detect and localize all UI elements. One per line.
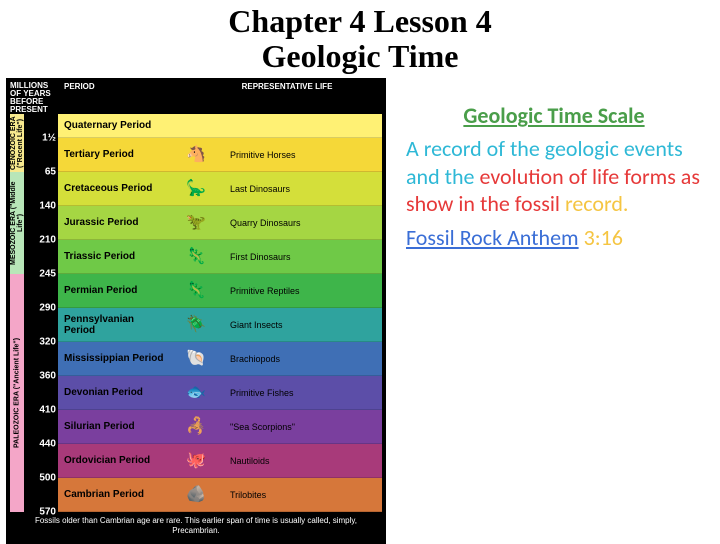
life-icon: 🦎 — [166, 249, 226, 265]
slide-title: Chapter 4 Lesson 4 Geologic Time — [0, 0, 720, 74]
life-name: Primitive Reptiles — [226, 286, 382, 296]
fossil-rock-link[interactable]: Fossil Rock Anthem — [406, 224, 579, 251]
period-row: Jurassic Period🦖Quarry Dinosaurs — [58, 206, 382, 240]
life-icon: 🐴 — [166, 147, 226, 163]
period-name: Mississippian Period — [58, 353, 166, 364]
life-name: Trilobites — [226, 490, 382, 500]
era-label: PALEOZOIC ERA ("Ancient Life") — [10, 274, 24, 512]
life-name: Nautiloids — [226, 456, 382, 466]
year-mark: 360 — [39, 371, 56, 382]
era-label: CENOZOIC ERA ("Recent Life") — [10, 114, 24, 172]
life-icon: 🦕 — [166, 181, 226, 197]
life-icon: 🦖 — [166, 215, 226, 231]
header-rep: REPRESENTATIVE LIFE — [192, 82, 382, 114]
period-name: Cretaceous Period — [58, 183, 166, 194]
period-row: Quaternary Period — [58, 114, 382, 138]
year-mark: 320 — [39, 337, 56, 348]
year-mark: 290 — [39, 303, 56, 314]
year-mark: 570 — [39, 507, 56, 518]
period-name: Tertiary Period — [58, 149, 166, 160]
life-icon: 🪨 — [166, 487, 226, 503]
life-name: Quarry Dinosaurs — [226, 218, 382, 228]
year-mark: 65 — [45, 167, 56, 178]
year-mark: 500 — [39, 473, 56, 484]
period-row: Mississippian Period🐚Brachiopods — [58, 342, 382, 376]
life-name: First Dinosaurs — [226, 252, 382, 262]
timestamp: 3:16 — [579, 224, 623, 251]
period-name: Silurian Period — [58, 421, 166, 432]
life-icon: 🪲 — [166, 317, 226, 333]
life-name: "Sea Scorpions" — [226, 422, 382, 432]
header-years: MILLIONS OF YEARS BEFORE PRESENT — [10, 82, 58, 114]
geologic-chart: MILLIONS OF YEARS BEFORE PRESENT PERIOD … — [6, 78, 386, 543]
year-mark: 210 — [39, 235, 56, 246]
life-name: Giant Insects — [226, 320, 382, 330]
period-row: Cretaceous Period🦕Last Dinosaurs — [58, 172, 382, 206]
year-mark: 140 — [39, 201, 56, 212]
life-name: Primitive Fishes — [226, 388, 382, 398]
title-line2: Geologic Time — [0, 39, 720, 74]
chart-footer: Fossils older than Cambrian age are rare… — [10, 512, 382, 539]
period-row: Cambrian Period🪨Trilobites — [58, 478, 382, 512]
year-mark: 1½ — [42, 133, 56, 144]
year-mark: 245 — [39, 269, 56, 280]
years-column: 1½65140210245290320360410440500570 — [24, 114, 58, 512]
period-row: Triassic Period🦎First Dinosaurs — [58, 240, 382, 274]
body-text: A record of the geologic events and the … — [406, 135, 702, 218]
period-name: Permian Period — [58, 285, 166, 296]
life-icon: 🐟 — [166, 385, 226, 401]
title-line1: Chapter 4 Lesson 4 — [0, 4, 720, 39]
life-icon: 🐙 — [166, 453, 226, 469]
period-row: Devonian Period🐟Primitive Fishes — [58, 376, 382, 410]
year-mark: 440 — [39, 439, 56, 450]
period-name: Triassic Period — [58, 251, 166, 262]
link-line: Fossil Rock Anthem 3:16 — [406, 224, 702, 252]
life-name: Brachiopods — [226, 354, 382, 364]
life-icon: 🦎 — [166, 283, 226, 299]
period-name: Quaternary Period — [58, 120, 166, 131]
period-row: Silurian Period🦂"Sea Scorpions" — [58, 410, 382, 444]
chart-header: MILLIONS OF YEARS BEFORE PRESENT PERIOD … — [10, 82, 382, 114]
definition-part3: record. — [565, 190, 629, 217]
era-label: MESOZOIC ERA ("Middle Life") — [10, 172, 24, 274]
period-row: Permian Period🦎Primitive Reptiles — [58, 274, 382, 308]
period-name: Pennsylvanian Period — [58, 314, 166, 336]
section-heading: Geologic Time Scale — [406, 102, 702, 129]
period-name: Jurassic Period — [58, 217, 166, 228]
content-row: MILLIONS OF YEARS BEFORE PRESENT PERIOD … — [0, 78, 720, 543]
period-row: Ordovician Period🐙Nautiloids — [58, 444, 382, 478]
period-name: Devonian Period — [58, 387, 166, 398]
period-name: Cambrian Period — [58, 489, 166, 500]
periods-column: Quaternary PeriodTertiary Period🐴Primiti… — [58, 114, 382, 512]
era-column: CENOZOIC ERA ("Recent Life")MESOZOIC ERA… — [10, 114, 24, 512]
life-icon: 🐚 — [166, 351, 226, 367]
period-row: Tertiary Period🐴Primitive Horses — [58, 138, 382, 172]
period-name: Ordovician Period — [58, 455, 166, 466]
chart-body: CENOZOIC ERA ("Recent Life")MESOZOIC ERA… — [10, 114, 382, 512]
year-mark: 410 — [39, 405, 56, 416]
period-row: Pennsylvanian Period🪲Giant Insects — [58, 308, 382, 342]
life-name: Last Dinosaurs — [226, 184, 382, 194]
life-name: Primitive Horses — [226, 150, 382, 160]
header-period: PERIOD — [58, 82, 192, 114]
text-area: Geologic Time Scale A record of the geol… — [386, 78, 720, 543]
life-icon: 🦂 — [166, 419, 226, 435]
